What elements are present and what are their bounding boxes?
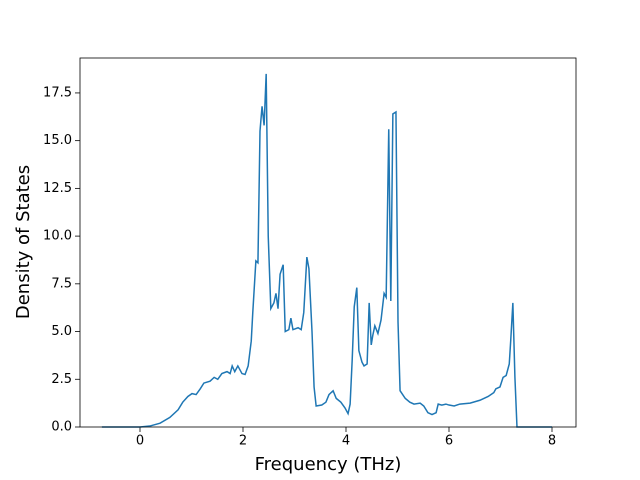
- y-tick-label: 12.5: [43, 181, 72, 196]
- x-tick-label: 8: [548, 434, 556, 449]
- y-tick-label: 7.5: [51, 276, 72, 291]
- y-tick-label: 0.0: [51, 420, 72, 435]
- x-tick-label: 2: [239, 434, 247, 449]
- x-tick-label: 0: [136, 434, 144, 449]
- line-series: [101, 73, 553, 428]
- y-tick-label: 2.5: [51, 372, 72, 387]
- x-tick-label: 4: [342, 434, 350, 449]
- x-axis-label: Frequency (THz): [255, 454, 402, 475]
- y-axis-label: Density of States: [13, 165, 34, 319]
- y-tick-label: 17.5: [43, 85, 72, 100]
- y-tick-label: 15.0: [43, 133, 72, 148]
- y-tick-label: 5.0: [51, 324, 72, 339]
- plot-frame: [79, 57, 577, 428]
- y-tick-label: 10.0: [43, 229, 72, 244]
- x-tick-label: 6: [445, 434, 453, 449]
